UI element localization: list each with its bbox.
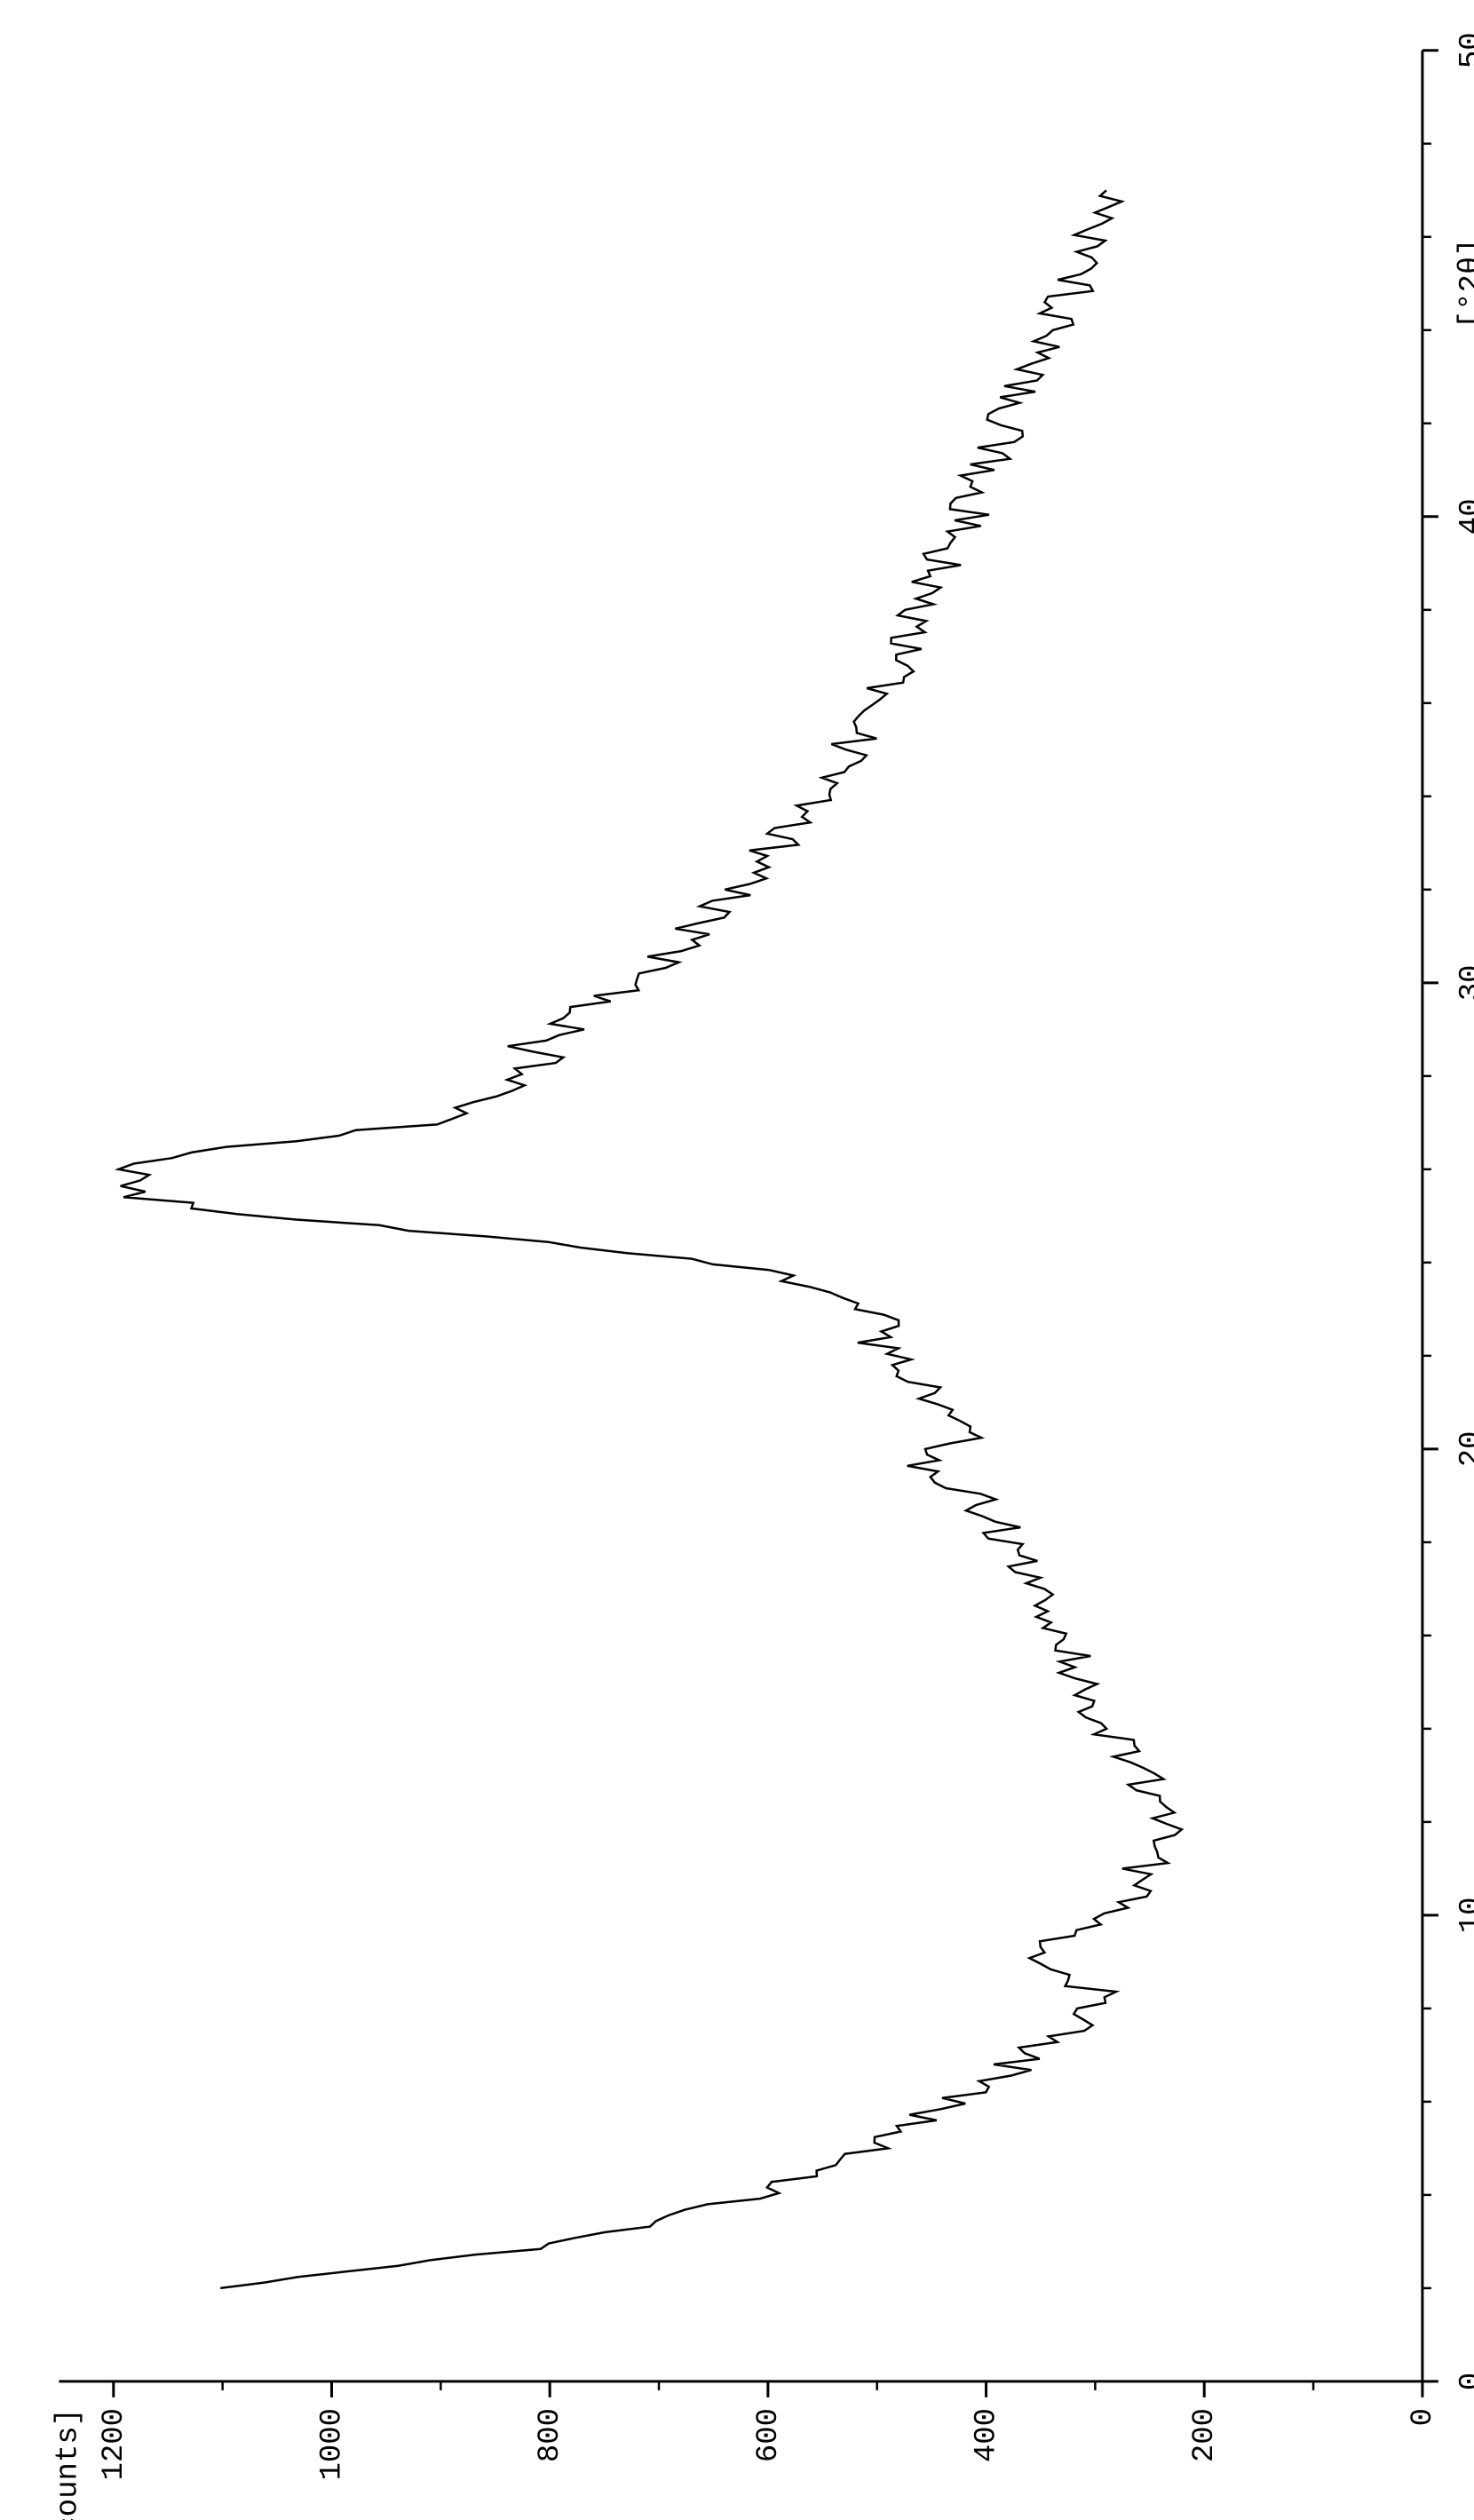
svg-text:10: 10	[1454, 1897, 1474, 1933]
svg-text:[counts]: [counts]	[52, 2408, 85, 2520]
xrd-chart: 0 10 20 30 40 50 [°2θ] 0 200 400 600 800 1000 1200 [co…	[0, 0, 1474, 2520]
svg-text:0: 0	[1454, 2373, 1474, 2390]
svg-text:50: 50	[1454, 32, 1474, 68]
svg-text:0: 0	[1407, 2408, 1440, 2426]
svg-text:20: 20	[1454, 1430, 1474, 1467]
svg-text:600: 600	[752, 2408, 786, 2462]
svg-text:1000: 1000	[315, 2408, 349, 2481]
svg-text:800: 800	[534, 2408, 567, 2462]
xrd-trace	[119, 190, 1182, 2288]
svg-text:40: 40	[1454, 498, 1474, 535]
svg-text:200: 200	[1188, 2408, 1222, 2462]
svg-text:30: 30	[1454, 964, 1474, 1001]
svg-text:1200: 1200	[98, 2408, 131, 2481]
svg-text:[°2θ]: [°2θ]	[1454, 238, 1474, 329]
svg-text:400: 400	[971, 2408, 1004, 2462]
